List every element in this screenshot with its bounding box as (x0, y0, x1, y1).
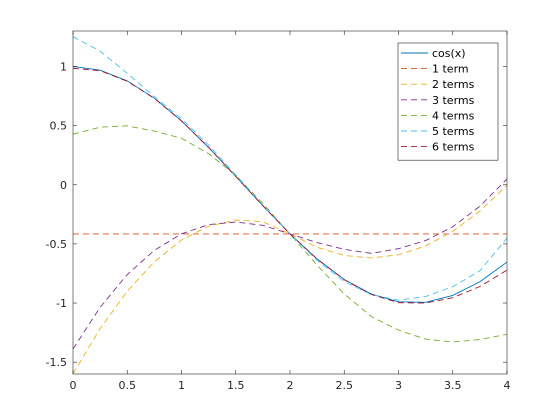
legend-label-3: 2 terms (432, 78, 475, 91)
y-tick-label: 1 (60, 60, 67, 73)
legend-label-1: cos(x) (432, 47, 466, 60)
legend-label-5: 4 terms (432, 109, 475, 122)
x-tick-label: 1 (178, 379, 185, 392)
x-tick-label: 4 (504, 379, 511, 392)
y-tick-label: -1 (56, 297, 67, 310)
x-tick-label: 0.5 (119, 379, 137, 392)
series-line-3 (73, 184, 507, 374)
legend-label-7: 6 terms (432, 141, 475, 154)
legend-box (397, 42, 499, 161)
x-tick-label: 3 (395, 379, 402, 392)
x-tick-label: 1.5 (227, 379, 245, 392)
y-tick-label: -1.5 (46, 356, 67, 369)
y-tick-label: -0.5 (46, 238, 67, 251)
x-tick-label: 0 (70, 379, 77, 392)
x-tick-label: 2.5 (336, 379, 354, 392)
series-layer (73, 36, 507, 374)
series-line-5 (73, 125, 507, 343)
axes-layer: 0 0.5 1 1.5 2 2.5 3 3.5 4 -1.5 -1 -0.5 0 0.5 1 (46, 30, 511, 392)
x-tick-label: 3.5 (444, 379, 462, 392)
legend: cos(x) 1 term 2 terms 3 terms 4 terms 5 terms… (397, 42, 499, 161)
y-tick-label: 0 (60, 179, 67, 192)
series-line-7 (73, 67, 507, 304)
y-tick-label: 0.5 (50, 120, 68, 133)
legend-label-2: 1 term (432, 63, 469, 76)
legend-label-6: 5 terms (432, 125, 475, 138)
x-tick-label: 2 (287, 379, 294, 392)
legend-label-4: 3 terms (432, 94, 475, 107)
